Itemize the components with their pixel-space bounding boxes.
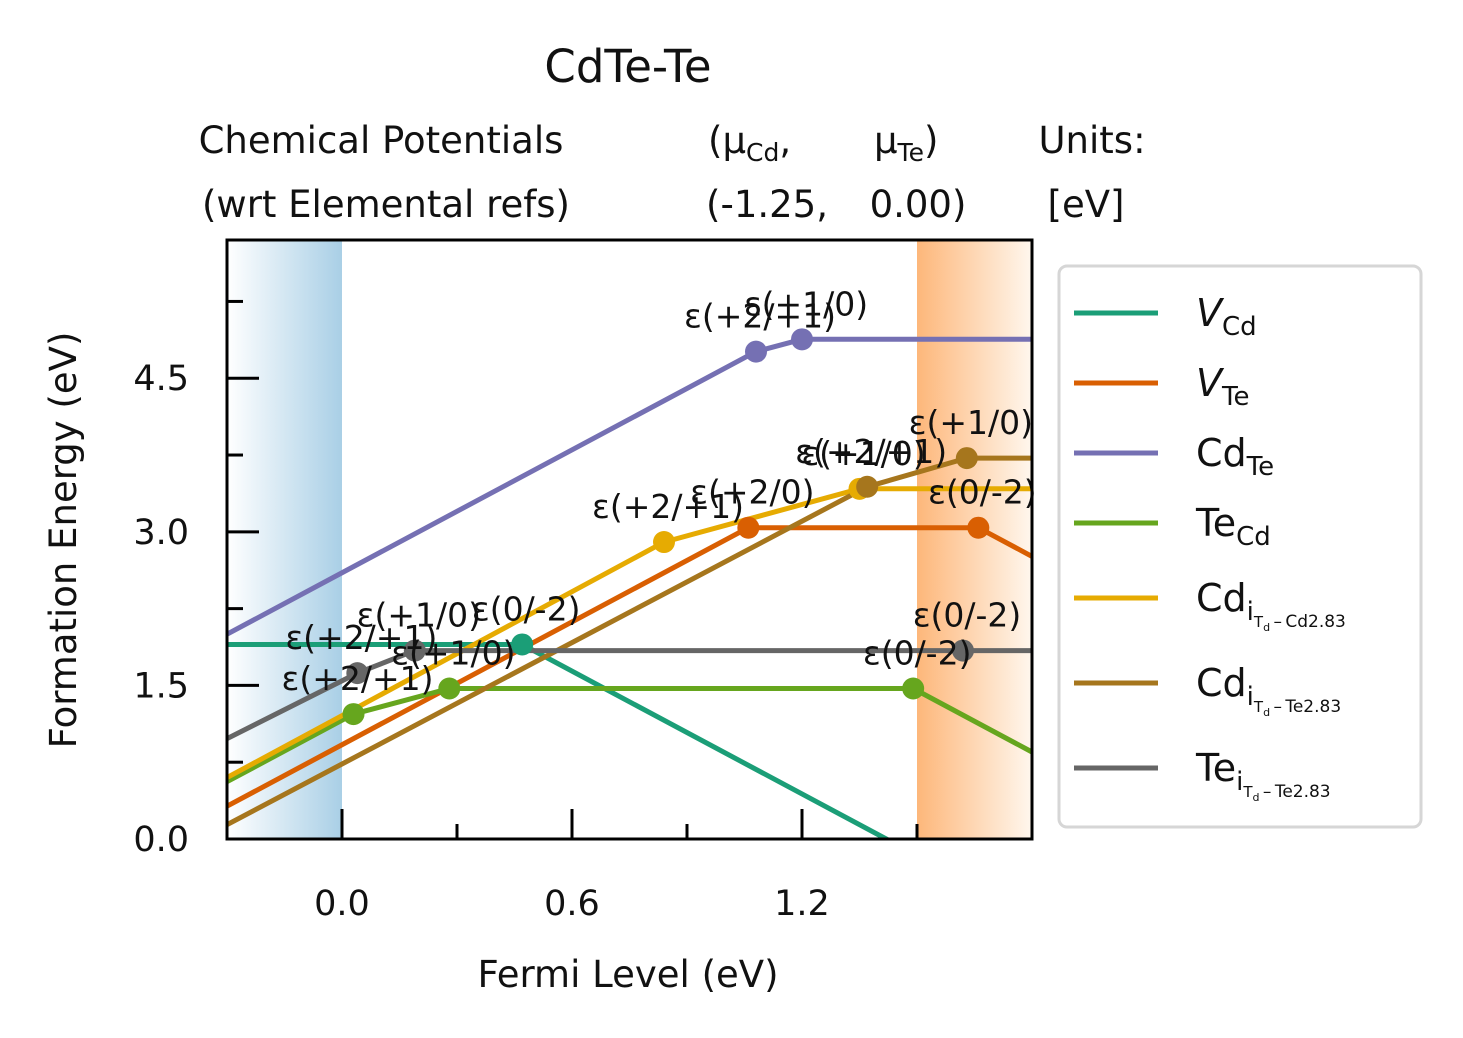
transition-label-4-0: ε(+2/+1): [592, 487, 744, 526]
conduction-band-region: [917, 240, 1032, 839]
transition-label-3-1: ε(+1/0): [391, 633, 515, 672]
legend-label-4: CdiTd – Cd2.83: [1196, 576, 1346, 634]
legend-label-0: VCd: [1196, 291, 1257, 342]
header-mu-te-value: 0.00): [870, 183, 967, 226]
mu-te-symbol: μ: [874, 119, 898, 162]
header-mu-te: μTe): [874, 119, 938, 167]
transition-point-6-0: [346, 662, 369, 685]
legend-item-5: CdiTd – Te2.83: [1074, 661, 1341, 719]
legend-item-3: TeCd: [1074, 501, 1271, 552]
transition-point-5-0: [856, 475, 879, 498]
legend-frame: [1057, 264, 1423, 829]
transition-point-2-0: [745, 340, 767, 363]
series-line-6: [227, 648, 1032, 741]
legend-label-1: VTe: [1196, 361, 1249, 412]
series-line-4: [227, 486, 1032, 780]
transition-label-6-2: ε(0/-2): [913, 596, 1022, 635]
legend-item-6: TeiTd – Te2.83: [1074, 746, 1331, 804]
series-line-2: [227, 336, 1032, 637]
transition-label-4-1: ε(+1/0): [801, 434, 925, 473]
mu-cd-subscript: Cd: [746, 138, 779, 167]
svg-text:(μCd,: (μCd,: [708, 119, 791, 167]
transition-point-6-2: [952, 639, 974, 662]
y-axis-label: Formation Energy (eV): [42, 332, 85, 749]
transition-point-5-1: [955, 447, 978, 470]
header-mu-cd: (μCd,: [708, 119, 791, 167]
transition-label-1-1: ε(0/-2): [928, 473, 1037, 512]
svg-text:μTe): μTe): [874, 119, 938, 167]
transition-point-4-0: [653, 531, 675, 554]
legend-label-2: CdTe: [1196, 431, 1274, 482]
series-line-1: [227, 525, 1032, 809]
legend-label-5: CdiTd – Te2.83: [1196, 661, 1341, 719]
transition-label-2-1: ε(+1/0): [744, 284, 868, 323]
legend-label-3: TeCd: [1195, 501, 1271, 552]
y-tick-label-0: 0.0: [133, 820, 189, 860]
mu-te-subscript: Te: [897, 138, 924, 167]
transition-point-1-0: [737, 516, 760, 539]
transition-point-6-1: [403, 639, 426, 662]
legend-item-4: CdiTd – Cd2.83: [1074, 576, 1346, 634]
x-tick-label-0: 0.0: [314, 884, 370, 924]
transition-point-2-1: [791, 328, 813, 351]
header-units-line1: Units:: [1038, 119, 1145, 162]
header-chem-pot-line2: (wrt Elemental refs): [202, 183, 570, 226]
plot-frame: [225, 238, 1034, 841]
legend-label-6: TeiTd – Te2.83: [1195, 746, 1331, 804]
header-chem-pot-line1: Chemical Potentials: [199, 119, 564, 162]
transition-point-3-1: [438, 677, 461, 700]
y-tick-label-1: 1.5: [133, 666, 189, 706]
transition-label-2-0: ε(+2/+1): [684, 297, 836, 336]
header-mu-cd-value: (-1.25,: [706, 183, 828, 226]
x-tick-label-2: 1.2: [774, 884, 830, 924]
transition-label-6-1: ε(+1/0): [357, 596, 481, 635]
x-axis-label: Fermi Level (eV): [477, 953, 778, 996]
mu-cd-symbol: μ: [722, 119, 746, 162]
y-tick-label-3: 4.5: [133, 359, 189, 399]
legend-item-2: CdTe: [1074, 431, 1274, 482]
x-tick-label-1: 0.6: [544, 884, 600, 924]
valence-band-region: [227, 240, 342, 839]
transition-label-0-0: ε(0/-2): [472, 589, 581, 628]
series-line-5: [227, 455, 1032, 827]
y-tick-label-2: 3.0: [133, 513, 189, 553]
header-units-line2: [eV]: [1048, 183, 1125, 226]
plot-area: [227, 240, 1032, 839]
transition-label-1-0: ε(+2/0): [690, 473, 814, 512]
legend-item-1: VTe: [1074, 361, 1249, 412]
transition-point-3-2: [902, 677, 925, 700]
transition-point-3-0: [342, 703, 365, 726]
transition-label-5-1: ε(+1/0): [909, 403, 1033, 442]
transition-label-3-2: ε(0/-2): [863, 633, 972, 672]
transition-label-6-0: ε(+2/+1): [285, 618, 437, 657]
legend-item-0: VCd: [1074, 291, 1257, 342]
transition-point-0-0: [511, 633, 534, 656]
chart-title: CdTe-Te: [544, 40, 711, 93]
transition-label-3-0: ε(+2/+1): [282, 659, 434, 698]
transition-label-5-0: ε(+2/+1): [795, 432, 947, 471]
transition-point-1-1: [967, 516, 990, 539]
